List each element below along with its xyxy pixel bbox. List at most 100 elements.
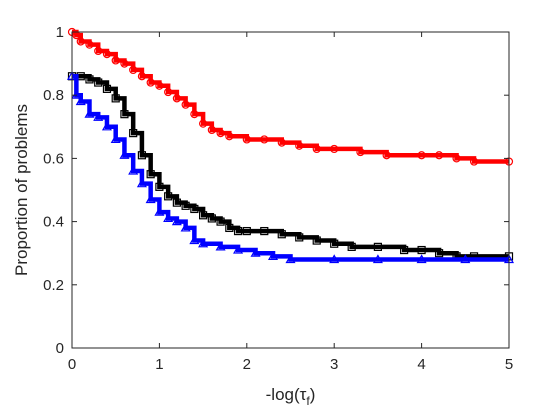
data-point xyxy=(460,254,471,264)
data-point xyxy=(330,239,339,248)
data-point xyxy=(347,242,356,251)
data-point xyxy=(84,108,95,118)
plot-frame xyxy=(71,31,510,349)
data-point xyxy=(285,254,296,264)
data-point xyxy=(181,201,190,210)
x-axis-label-close: ) xyxy=(310,385,316,404)
y-tick-label: 1 xyxy=(56,24,64,41)
data-point xyxy=(312,144,321,154)
data-point xyxy=(242,135,251,144)
series-1 xyxy=(67,72,514,261)
data-point xyxy=(119,150,130,159)
data-point xyxy=(163,213,174,223)
y-tick-label: 0.8 xyxy=(43,87,64,104)
data-point xyxy=(190,204,199,214)
data-point xyxy=(190,110,199,119)
data-point xyxy=(382,151,391,160)
data-point xyxy=(260,226,269,236)
data-point xyxy=(93,112,104,121)
x-axis-label-main: -log(τ xyxy=(266,385,307,404)
data-point xyxy=(434,249,444,258)
x-tick-label: 5 xyxy=(505,356,513,373)
x-axis-label: -log(τf) xyxy=(266,385,316,408)
data-point xyxy=(172,198,181,207)
data-point xyxy=(85,75,94,84)
data-point xyxy=(94,78,103,87)
data-point xyxy=(171,216,182,226)
data-point xyxy=(120,110,129,119)
data-point xyxy=(94,46,103,56)
data-point xyxy=(373,242,382,251)
data-point xyxy=(295,141,304,150)
data-point xyxy=(277,230,286,239)
data-point xyxy=(452,154,461,163)
series-layer xyxy=(66,27,515,264)
data-point xyxy=(101,121,112,131)
data-point xyxy=(154,206,165,216)
y-tick-label: 0.2 xyxy=(43,277,64,294)
data-point xyxy=(102,84,112,93)
data-point xyxy=(136,178,147,188)
x-tick-label: 2 xyxy=(243,356,251,373)
data-point xyxy=(145,194,156,204)
x-tick-label: 3 xyxy=(330,356,338,373)
data-point xyxy=(120,59,129,68)
x-tick-label: 0 xyxy=(68,356,76,373)
data-point xyxy=(129,129,138,138)
data-point xyxy=(330,144,339,154)
data-point xyxy=(207,214,216,223)
data-point xyxy=(225,132,234,141)
data-point xyxy=(400,245,409,255)
data-point xyxy=(199,211,208,220)
data-point xyxy=(164,87,173,97)
y-tick-label: 0.4 xyxy=(43,214,64,231)
data-point xyxy=(372,254,383,264)
y-tick-label: 0.6 xyxy=(43,150,64,167)
data-point xyxy=(434,151,444,160)
data-point xyxy=(233,244,244,254)
data-point xyxy=(277,138,286,147)
data-point xyxy=(146,78,155,87)
data-point xyxy=(329,254,340,264)
ticks-layer: 0 1 2 3 4 5 0 0.2 0.4 0.6 0.8 1 xyxy=(43,24,513,373)
data-point xyxy=(267,251,279,260)
data-point xyxy=(111,56,120,65)
data-point xyxy=(417,151,426,160)
data-point xyxy=(75,96,86,106)
data-point xyxy=(102,50,112,59)
x-tick-label: 1 xyxy=(155,356,163,373)
data-point xyxy=(225,223,234,233)
data-point xyxy=(216,217,225,226)
data-point xyxy=(155,81,164,90)
data-point xyxy=(128,165,139,175)
series-0 xyxy=(67,27,514,166)
data-point xyxy=(85,40,94,49)
data-point xyxy=(215,241,226,251)
data-point xyxy=(416,254,427,264)
data-point xyxy=(137,151,147,160)
data-point xyxy=(469,157,479,166)
data-point xyxy=(417,245,426,255)
data-point xyxy=(110,134,121,144)
data-point xyxy=(216,129,225,138)
data-point xyxy=(295,233,304,242)
data-point xyxy=(181,100,190,109)
data-point xyxy=(164,192,173,201)
data-point xyxy=(312,236,321,245)
series-line xyxy=(72,29,509,164)
data-point xyxy=(129,65,138,75)
data-point xyxy=(137,72,147,81)
data-point xyxy=(260,135,269,144)
y-axis-label: Proportion of problems xyxy=(12,104,31,276)
data-point xyxy=(233,226,243,236)
data-point xyxy=(155,182,164,191)
data-point xyxy=(198,238,209,248)
data-point xyxy=(76,37,85,46)
data-point xyxy=(356,147,365,157)
data-point xyxy=(172,94,181,103)
data-point xyxy=(207,125,216,135)
data-point xyxy=(111,94,120,103)
x-axis-label-subscript: f xyxy=(306,394,310,408)
data-point xyxy=(189,235,200,245)
